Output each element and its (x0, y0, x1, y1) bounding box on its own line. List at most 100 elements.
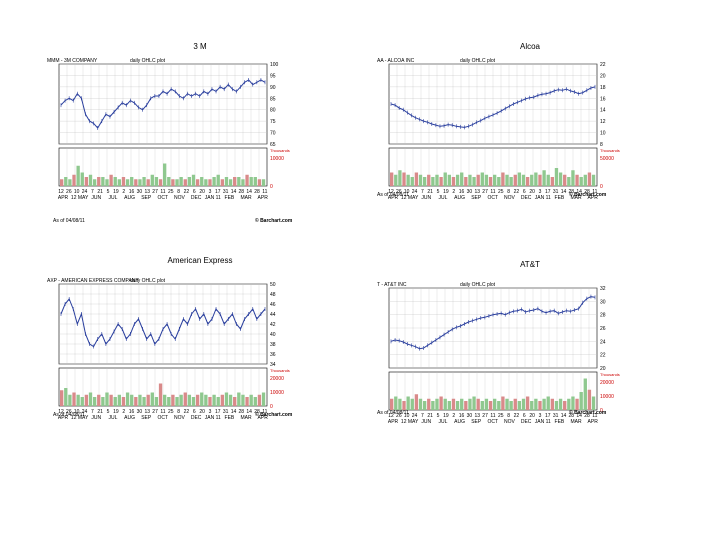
x-day-label: 3 (539, 189, 542, 195)
volume-bar (571, 170, 575, 186)
volume-bar (142, 397, 146, 406)
volume-bar (563, 401, 567, 410)
volume-bar (422, 401, 427, 410)
x-day-label: 28 (584, 189, 590, 195)
y-tick-label: 22 (600, 62, 606, 68)
volume-bar (427, 174, 431, 186)
x-month-label: APR (588, 195, 599, 201)
volume-bar (80, 172, 84, 186)
x-month-label: NOV (174, 415, 186, 421)
volume-bar (224, 392, 229, 406)
volume-bar (542, 170, 546, 186)
x-month-label: OCT (488, 419, 499, 425)
x-day-label: 5 (107, 189, 110, 195)
x-day-label: 22 (184, 409, 190, 415)
x-day-label: 21 (427, 413, 433, 419)
volume-bar (212, 394, 216, 406)
volume-bar (224, 177, 229, 186)
volume-bar (150, 174, 154, 186)
volume-bar (497, 401, 501, 410)
volume-bar (233, 177, 237, 186)
x-day-label: 14 (246, 409, 252, 415)
x-month-label: NOV (504, 419, 516, 425)
volume-bar (146, 179, 150, 186)
volume-bar (84, 177, 89, 186)
x-day-label: 2 (452, 413, 455, 419)
x-day-label: 5 (437, 189, 440, 195)
x-day-label: 26 (396, 413, 402, 419)
volume-bar (484, 398, 489, 410)
volume-bar (493, 174, 497, 186)
x-day-label: 28 (239, 189, 245, 195)
volume-bar (249, 177, 253, 186)
volume-bar (455, 401, 460, 410)
volume-bar (583, 378, 587, 410)
volume-bar (464, 177, 468, 186)
x-month-label: AUG (454, 195, 465, 201)
volume-unit-label: Thousands (600, 148, 620, 153)
volume-bar (195, 179, 200, 186)
volume-bar (414, 394, 419, 410)
volume-bar (422, 177, 427, 186)
volume-bar (76, 394, 80, 406)
volume-bar (418, 398, 423, 410)
volume-bar (410, 398, 414, 410)
x-month-label: FEB (225, 415, 235, 421)
volume-bar (501, 396, 505, 410)
x-day-label: 11 (490, 413, 495, 419)
x-day-label: 10 (74, 409, 80, 415)
x-day-label: 12 (388, 189, 394, 195)
volume-bar (195, 394, 200, 406)
volume-bar (200, 177, 204, 186)
volume-bar (558, 398, 563, 410)
x-day-label: 17 (215, 409, 221, 415)
x-day-label: 10 (74, 189, 80, 195)
x-day-label: 28 (254, 189, 260, 195)
x-day-label: 19 (113, 409, 119, 415)
volume-bar (480, 401, 484, 410)
x-month-label: 12 MAY (401, 195, 419, 201)
volume-bar (257, 394, 262, 406)
volume-bar (546, 396, 550, 410)
volume-bar (167, 397, 171, 406)
volume-bar (163, 163, 167, 186)
volume-bar (534, 172, 538, 186)
chart-plot-label: daily OHLC plot (130, 58, 166, 64)
volume-bar (60, 179, 64, 186)
x-month-label: JUL (438, 195, 447, 201)
y-tick-label: 44 (270, 312, 276, 318)
volume-bar (237, 177, 241, 186)
x-day-label: 2 (122, 409, 125, 415)
volume-bar (138, 394, 142, 406)
chart-title: American Express (167, 256, 233, 265)
volume-bar (394, 174, 398, 186)
volume-bar (175, 179, 179, 186)
volume-bar (451, 177, 456, 186)
volume-bar (130, 394, 134, 406)
volume-bar (390, 398, 394, 410)
volume-bar (105, 179, 109, 186)
x-day-label: 5 (107, 409, 110, 415)
volume-bar (513, 398, 517, 410)
x-day-label: 26 (396, 189, 402, 195)
volume-bar (257, 179, 262, 186)
volume-bar (233, 397, 237, 406)
x-day-label: 11 (490, 189, 495, 195)
volume-bar (402, 401, 406, 410)
volume-bar (261, 179, 266, 186)
y-tick-label: 46 (270, 302, 276, 308)
x-day-label: 14 (231, 189, 237, 195)
y-tick-label: 20 (600, 366, 606, 372)
x-day-label: 17 (215, 189, 221, 195)
volume-bar (68, 179, 72, 186)
x-day-label: 24 (412, 413, 418, 419)
barchart-credit: © Barchart.com (569, 192, 607, 198)
volume-bar (253, 397, 257, 406)
volume-bar (476, 398, 480, 410)
y-tick-label: 24 (600, 339, 606, 345)
volume-bar (530, 174, 534, 186)
x-month-label: NOV (504, 195, 516, 201)
volume-bar (204, 394, 208, 406)
x-day-label: 13 (144, 409, 150, 415)
volume-bar (204, 179, 208, 186)
